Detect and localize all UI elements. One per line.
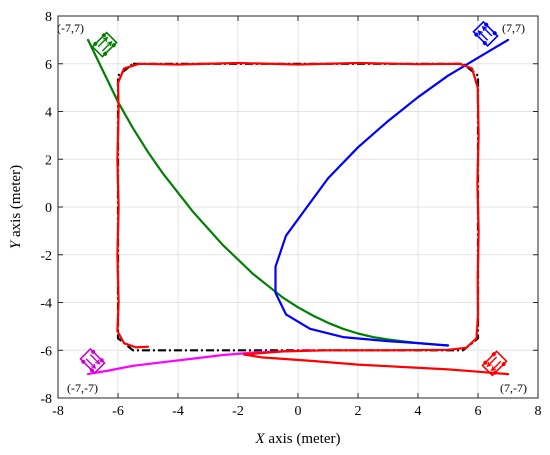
grid bbox=[57, 15, 539, 399]
vehicle-wheel bbox=[89, 368, 94, 373]
vehicle-arrow bbox=[478, 31, 489, 41]
vehicle-body bbox=[79, 347, 106, 375]
y-tick-label: 8 bbox=[45, 10, 52, 25]
vehicle-wheel bbox=[103, 51, 108, 56]
y-tick-label: -2 bbox=[40, 249, 52, 264]
vehicle-body bbox=[91, 31, 118, 58]
y-tick-label: -4 bbox=[40, 297, 52, 312]
x-axis-rest: axis (meter) bbox=[265, 431, 341, 447]
corner-label: (-7,7) bbox=[57, 21, 84, 35]
y-axis-title: Y axis (meter) bbox=[8, 165, 24, 249]
vehicle-arrow bbox=[89, 354, 100, 364]
vehicle-icon bbox=[481, 350, 508, 377]
vehicle-wheel bbox=[101, 33, 106, 38]
vehicle-arrow bbox=[97, 37, 108, 48]
tick-layer: -8 -6 -4 -2 0 2 4 6 8 -8 -6 -4 -2 0 2 4 6 8 bbox=[40, 10, 541, 419]
x-axis-title: X axis (meter) bbox=[255, 431, 341, 447]
x-tick-label: 4 bbox=[415, 404, 422, 419]
series-line bbox=[86, 349, 315, 376]
vehicle-wheel bbox=[91, 349, 96, 354]
vehicle-wheel bbox=[474, 32, 479, 37]
x-tick-label: -2 bbox=[232, 404, 244, 419]
vehicle-arrowhead bbox=[90, 359, 101, 370]
vehicle-icon bbox=[91, 31, 118, 58]
vehicle-wheel bbox=[484, 22, 489, 27]
series-line bbox=[86, 38, 450, 347]
x-tick-label: 8 bbox=[535, 404, 542, 419]
x-tick-label: -4 bbox=[172, 404, 184, 419]
x-axis-var: X bbox=[255, 431, 266, 447]
x-tick-label: -8 bbox=[52, 404, 64, 419]
vehicle-wheel bbox=[111, 43, 116, 48]
vehicle-arrowhead bbox=[477, 25, 488, 36]
y-axis-var: Y bbox=[8, 239, 24, 249]
annotation-layer: (-7,7) (7,7) (-7,-7) (7,-7) bbox=[57, 21, 527, 395]
vehicle-arrowhead bbox=[102, 36, 113, 47]
corner-label: (7,7) bbox=[502, 21, 525, 35]
vehicle-wheel bbox=[99, 358, 104, 363]
vehicle-body bbox=[481, 350, 508, 377]
vehicle-wheel bbox=[482, 41, 487, 46]
vehicle-wheel bbox=[81, 359, 86, 364]
corner-label: (7,-7) bbox=[500, 381, 527, 395]
x-tick-label: -6 bbox=[112, 404, 124, 419]
y-tick-label: 2 bbox=[45, 153, 52, 168]
vehicle-icon bbox=[472, 20, 499, 48]
vehicle-wheel bbox=[501, 362, 506, 367]
vehicle-wheel bbox=[493, 370, 498, 375]
vehicle-arrow bbox=[85, 358, 96, 368]
vehicle-icon bbox=[79, 347, 106, 375]
y-tick-label: 0 bbox=[45, 201, 52, 216]
vehicle-arrowhead bbox=[486, 361, 497, 372]
series-line bbox=[116, 61, 510, 376]
series-line bbox=[274, 38, 510, 347]
vehicle-arrow bbox=[101, 41, 112, 52]
y-tick-label: -8 bbox=[40, 392, 52, 407]
vehicle-body bbox=[472, 20, 499, 48]
vehicle-arrow bbox=[487, 356, 498, 367]
vehicle-wheel bbox=[93, 41, 98, 46]
vehicle-arrow bbox=[482, 27, 493, 37]
x-tick-label: 2 bbox=[355, 404, 362, 419]
y-tick-label: 4 bbox=[45, 106, 52, 121]
vehicle-wheel bbox=[492, 31, 497, 36]
vehicle-wheel bbox=[483, 360, 488, 365]
vehicle-wheel bbox=[491, 352, 496, 357]
y-axis-rest: axis (meter) bbox=[8, 165, 24, 241]
x-tick-label: 6 bbox=[475, 404, 482, 419]
y-tick-label: 6 bbox=[45, 58, 52, 73]
corner-label: (-7,-7) bbox=[67, 381, 98, 395]
y-tick-label: -6 bbox=[40, 344, 52, 359]
vehicle-layer bbox=[79, 20, 508, 377]
series-layer bbox=[86, 38, 510, 376]
vehicle-arrow bbox=[491, 360, 502, 371]
x-tick-label: 0 bbox=[295, 404, 302, 419]
